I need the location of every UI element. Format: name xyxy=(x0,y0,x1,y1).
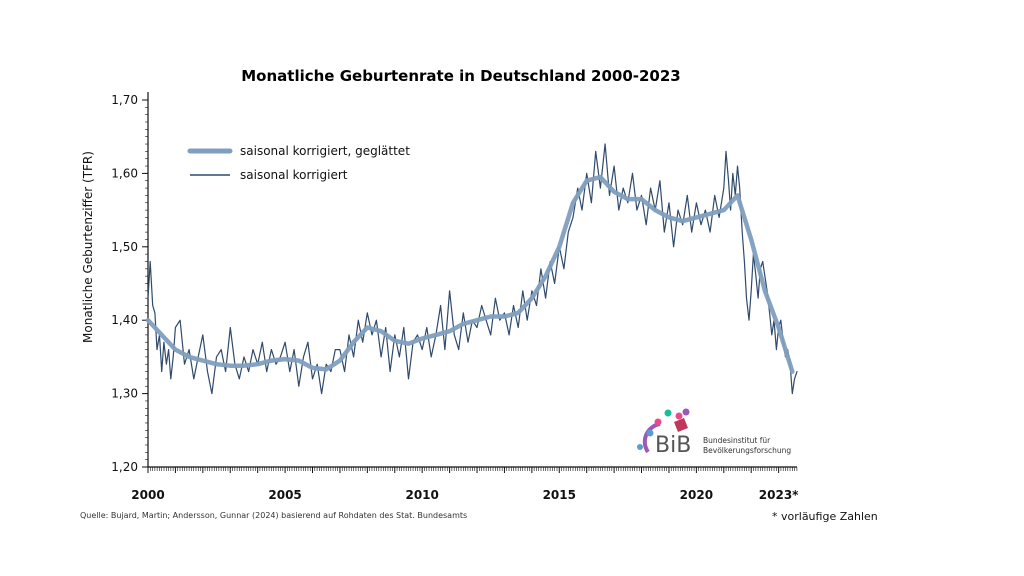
x-tick-label: 2005 xyxy=(268,488,301,502)
x-axis-ticks: 2000 2005 2010 2015 2020 2023* xyxy=(131,467,799,502)
y-axis-ticks: 1,20 1,30 1,40 1,50 1,60 1,70 xyxy=(111,93,148,474)
y-tick-label: 1,20 xyxy=(111,460,138,474)
x-tick-label: 2015 xyxy=(543,488,576,502)
logo-shape-icon xyxy=(674,418,688,432)
y-tick-label: 1,30 xyxy=(111,387,138,401)
x-tick-label: 2000 xyxy=(131,488,164,502)
y-tick-label: 1,70 xyxy=(111,93,138,107)
series-line-raw xyxy=(147,143,798,395)
logo-line2: Bevölkerungsforschung xyxy=(703,446,791,455)
logo-abbrev: BiB xyxy=(655,433,691,458)
y-tick-label: 1,40 xyxy=(111,313,138,327)
x-tick-label: 2020 xyxy=(680,488,713,502)
y-axis-label: Monatliche Geburtenziffer (TFR) xyxy=(81,151,95,343)
logo-dot-icon xyxy=(646,429,654,437)
logo-dot-icon xyxy=(637,444,643,450)
chart-title: Monatliche Geburtenrate in Deutschland 2… xyxy=(241,67,681,85)
footnote: * vorläufige Zahlen xyxy=(772,510,878,523)
y-tick-label: 1,60 xyxy=(111,166,138,180)
series-line-smoothed xyxy=(145,174,795,374)
logo-dot-icon xyxy=(654,418,662,426)
logo-dot-icon xyxy=(675,412,683,420)
series-layer xyxy=(145,143,798,395)
logo-dot-icon xyxy=(664,409,672,417)
logo-line1: Bundesinstitut für xyxy=(703,436,771,445)
source-note: Quelle: Bujard, Martin; Andersson, Gunna… xyxy=(80,511,467,520)
y-tick-label: 1,50 xyxy=(111,240,138,254)
x-tick-label: 2010 xyxy=(405,488,438,502)
legend-label-smoothed: saisonal korrigiert, geglättet xyxy=(240,144,410,158)
x-tick-label: 2023* xyxy=(759,488,799,502)
logo-dot-icon xyxy=(682,408,690,416)
bib-logo: BiB Bundesinstitut für Bevölkerungsforsc… xyxy=(637,408,791,458)
legend-label-raw: saisonal korrigiert xyxy=(240,168,348,182)
legend: saisonal korrigiert, geglättet saisonal … xyxy=(187,144,410,182)
